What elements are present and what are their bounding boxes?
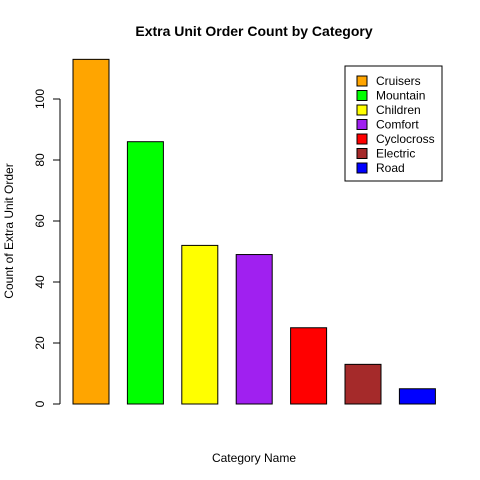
legend-swatch xyxy=(356,119,368,130)
legend-swatch xyxy=(356,133,368,145)
legend-swatch xyxy=(356,148,368,159)
legend-label: Children xyxy=(376,103,421,117)
legend-label: Road xyxy=(376,161,405,175)
y-axis-label: Count of Extra Unit Order xyxy=(2,163,16,298)
y-tick-label: 20 xyxy=(33,336,47,350)
legend-label: Cyclocross xyxy=(376,132,435,146)
bar-mountain xyxy=(126,141,164,405)
legend-swatch xyxy=(356,162,368,174)
y-tick-label: 40 xyxy=(33,275,47,289)
legend-swatch xyxy=(356,90,368,101)
y-tick-label: 60 xyxy=(33,214,47,228)
legend-label: Cruisers xyxy=(376,74,421,88)
chart-title: Extra Unit Order Count by Category xyxy=(135,23,372,39)
legend-swatch xyxy=(356,75,368,87)
y-axis: 0 20 40 60 80 100 xyxy=(33,89,61,407)
y-tick-label: 80 xyxy=(33,153,47,167)
y-tick-label: 0 xyxy=(33,400,47,407)
bar-cruisers xyxy=(72,58,110,405)
bar-children xyxy=(181,244,219,405)
bars xyxy=(72,58,436,405)
bar-road xyxy=(398,388,436,405)
legend-swatch xyxy=(356,104,368,116)
legend-label: Mountain xyxy=(376,89,425,103)
bar-electric xyxy=(344,363,382,405)
bar-cyclocross xyxy=(290,327,328,405)
legend: CruisersMountainChildrenComfortCyclocros… xyxy=(344,65,443,182)
y-tick-label: 100 xyxy=(33,89,47,109)
x-axis-label: Category Name xyxy=(212,451,296,465)
legend-label: Comfort xyxy=(376,118,419,132)
bar-comfort xyxy=(235,254,273,405)
legend-label: Electric xyxy=(376,147,415,161)
